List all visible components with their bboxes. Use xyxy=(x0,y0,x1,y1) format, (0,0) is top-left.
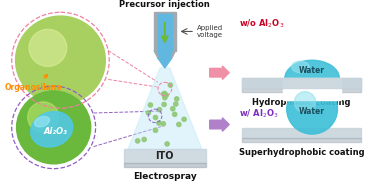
Text: Water: Water xyxy=(299,66,325,75)
Circle shape xyxy=(157,108,162,112)
FancyBboxPatch shape xyxy=(242,78,361,88)
FancyArrow shape xyxy=(210,118,229,131)
Circle shape xyxy=(287,84,338,134)
FancyBboxPatch shape xyxy=(158,14,172,51)
FancyBboxPatch shape xyxy=(154,12,175,51)
Text: w/o Al$_2$O$_3$: w/o Al$_2$O$_3$ xyxy=(239,17,284,30)
Polygon shape xyxy=(128,68,202,149)
Circle shape xyxy=(161,92,166,96)
Text: Applied
voltage: Applied voltage xyxy=(197,25,223,38)
Circle shape xyxy=(170,107,175,111)
FancyBboxPatch shape xyxy=(242,128,361,138)
Text: ITO: ITO xyxy=(156,151,174,161)
Ellipse shape xyxy=(34,116,50,127)
Text: Water: Water xyxy=(299,107,325,116)
Circle shape xyxy=(157,121,161,125)
Text: w/ Al$_2$O$_3$: w/ Al$_2$O$_3$ xyxy=(239,107,279,120)
FancyArrow shape xyxy=(210,66,229,79)
Circle shape xyxy=(168,83,172,87)
Circle shape xyxy=(165,142,169,146)
Polygon shape xyxy=(158,51,172,58)
Circle shape xyxy=(17,91,91,164)
Circle shape xyxy=(135,139,140,143)
Circle shape xyxy=(161,122,166,126)
Circle shape xyxy=(29,29,67,66)
FancyBboxPatch shape xyxy=(242,88,361,92)
FancyBboxPatch shape xyxy=(283,78,341,100)
Text: Precursor injection: Precursor injection xyxy=(119,0,210,9)
Circle shape xyxy=(175,97,179,101)
FancyBboxPatch shape xyxy=(242,78,361,88)
Circle shape xyxy=(294,92,316,113)
Ellipse shape xyxy=(31,112,73,147)
Circle shape xyxy=(153,128,158,132)
Ellipse shape xyxy=(285,60,339,97)
Polygon shape xyxy=(158,58,172,68)
Circle shape xyxy=(28,102,59,132)
FancyBboxPatch shape xyxy=(124,163,206,167)
Circle shape xyxy=(174,102,178,106)
Text: Electrospray: Electrospray xyxy=(133,172,197,181)
Circle shape xyxy=(164,93,168,97)
Text: Organosilane: Organosilane xyxy=(5,75,62,92)
Text: Superhydrophobic coating: Superhydrophobic coating xyxy=(239,148,364,157)
Text: Hydrophobic coating: Hydrophobic coating xyxy=(252,98,351,107)
Ellipse shape xyxy=(291,61,309,73)
Circle shape xyxy=(146,111,150,115)
Circle shape xyxy=(182,117,186,121)
Circle shape xyxy=(177,122,181,127)
Circle shape xyxy=(142,137,146,141)
Circle shape xyxy=(172,112,177,116)
Polygon shape xyxy=(154,51,175,58)
Circle shape xyxy=(148,103,153,107)
Circle shape xyxy=(162,102,166,107)
Circle shape xyxy=(153,115,158,120)
Circle shape xyxy=(163,91,167,96)
FancyBboxPatch shape xyxy=(242,138,361,142)
FancyBboxPatch shape xyxy=(124,149,206,163)
Text: Al₂O₃: Al₂O₃ xyxy=(44,127,67,136)
Circle shape xyxy=(163,95,167,100)
Circle shape xyxy=(15,16,105,104)
